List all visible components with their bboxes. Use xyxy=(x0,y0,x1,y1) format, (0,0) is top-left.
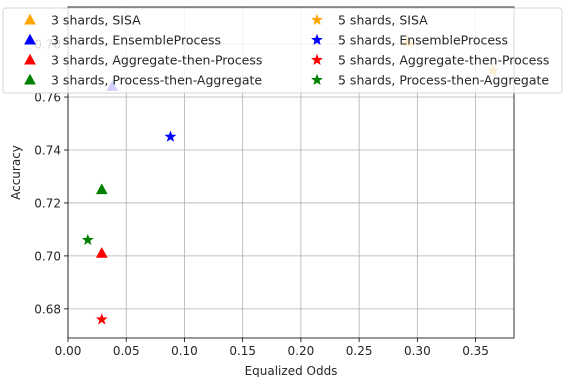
legend-label: 3 shards, Aggregate-then-Process xyxy=(51,53,262,68)
legend-label: 3 shards, SISA xyxy=(51,13,141,28)
legend-label: 5 shards, SISA xyxy=(338,13,428,28)
legend-marker-5-shards-process-then-aggregate xyxy=(311,73,323,86)
legend-box xyxy=(2,7,563,94)
data-point-5-shards-aggregate-then-process xyxy=(95,313,108,325)
data-point-3-shards-process-then-aggregate xyxy=(95,183,108,195)
x-axis-label: Equalized Odds xyxy=(245,364,338,377)
legend-label: 5 shards, EnsembleProcess xyxy=(338,33,508,48)
x-tick-label: 0.20 xyxy=(288,344,315,358)
legend-marker-3-shards-process-then-aggregate xyxy=(24,73,36,85)
x-tick-label: 0.30 xyxy=(404,344,431,358)
legend-marker-3-shards-aggregate-then-process xyxy=(24,53,36,65)
legend-marker-5-shards-ensembleprocess xyxy=(311,33,323,46)
x-tick-label: 0.00 xyxy=(55,344,82,358)
y-tick-label: 0.76 xyxy=(34,91,61,105)
legend-marker-3-shards-sisa xyxy=(24,13,36,25)
legend-marker-3-shards-ensembleprocess xyxy=(24,33,36,45)
data-point-3-shards-aggregate-then-process xyxy=(95,247,108,258)
data-point-5-shards-ensembleprocess xyxy=(164,130,177,142)
y-tick-label: 0.74 xyxy=(34,143,61,157)
x-tick-label: 0.15 xyxy=(229,344,256,358)
y-tick-label: 0.72 xyxy=(34,196,61,210)
x-tick-label: 0.35 xyxy=(462,344,489,358)
legend-label: 5 shards, Aggregate-then-Process xyxy=(338,53,549,68)
legend: 3 shards, SISA 3 shards, EnsembleProcess 3… xyxy=(2,7,563,94)
x-tick-label: 0.10 xyxy=(171,344,198,358)
legend-marker-5-shards-aggregate-then-process xyxy=(311,53,323,66)
data-point-5-shards-process-then-aggregate xyxy=(81,233,94,246)
legend-label: 3 shards, EnsembleProcess xyxy=(51,33,221,48)
plot-area-frame xyxy=(67,6,515,339)
legend-label: 5 shards, Process-then-Aggregate xyxy=(338,73,549,88)
legend-label: 3 shards, Process-then-Aggregate xyxy=(51,73,262,88)
axis-ticks: 0.00 0.05 0.10 0.15 0.20 0.25 0.30 0.35 0.68 0.70… xyxy=(34,38,489,358)
y-tick-label: 0.68 xyxy=(34,302,61,316)
y-axis-label: Accuracy xyxy=(9,145,23,200)
x-tick-label: 0.05 xyxy=(113,344,140,358)
legend-marker-5-shards-sisa xyxy=(311,13,323,26)
x-tick-label: 0.25 xyxy=(346,344,373,358)
y-tick-label: 0.70 xyxy=(34,249,61,263)
